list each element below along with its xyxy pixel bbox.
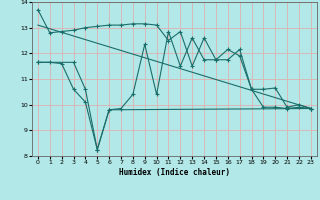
X-axis label: Humidex (Indice chaleur): Humidex (Indice chaleur): [119, 168, 230, 177]
